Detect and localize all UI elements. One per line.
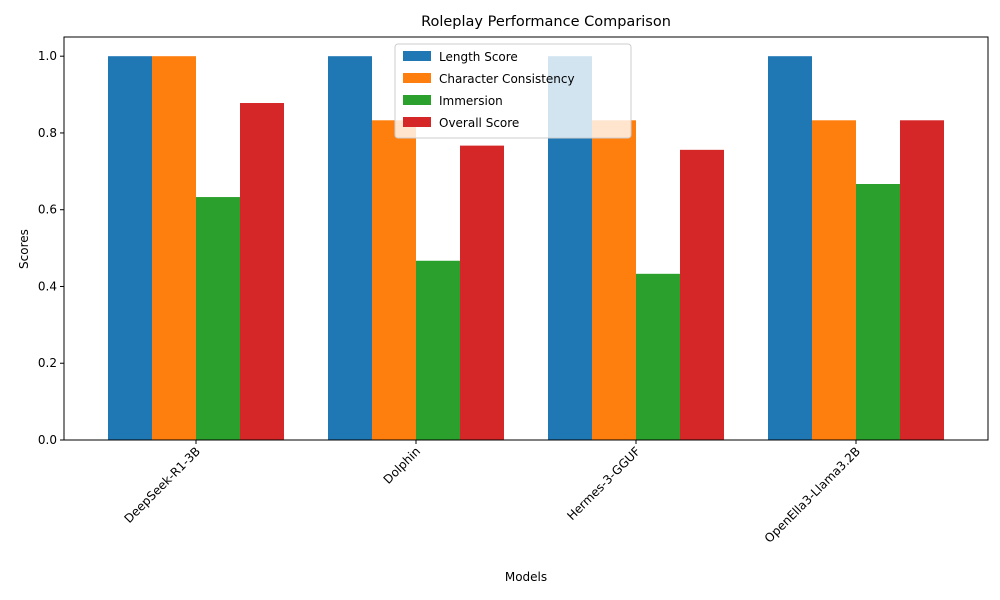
legend-frame bbox=[394, 43, 632, 139]
x-tick-label: DeepSeek-R1-3B bbox=[121, 444, 203, 526]
chart-title: Roleplay Performance Comparison bbox=[421, 14, 671, 30]
bar-immersion-0 bbox=[196, 197, 240, 440]
y-tick-label: 0.6 bbox=[38, 203, 57, 217]
legend-swatch bbox=[403, 95, 431, 105]
legend-label: Length Score bbox=[439, 50, 518, 64]
bar-length-score-3 bbox=[768, 56, 812, 440]
bar-length-score-1 bbox=[328, 56, 372, 440]
bar-length-score-0 bbox=[108, 56, 152, 440]
legend: Length Score Character Consistency Immersi… bbox=[394, 43, 632, 139]
legend-swatch bbox=[403, 73, 431, 83]
y-tick-label: 1.0 bbox=[38, 49, 57, 63]
y-tick-label: 0.2 bbox=[38, 356, 57, 370]
bar-character-consistency-0 bbox=[152, 56, 196, 440]
bar-overall-score-3 bbox=[900, 120, 944, 440]
legend-swatch bbox=[403, 51, 431, 61]
legend-label: Overall Score bbox=[439, 116, 519, 130]
x-tick-label: OpenElla3-Llama3.2B bbox=[762, 444, 863, 545]
legend-swatch bbox=[403, 117, 431, 127]
bar-overall-score-0 bbox=[240, 103, 284, 441]
bar-immersion-1 bbox=[416, 260, 460, 440]
bar-immersion-2 bbox=[636, 273, 680, 440]
y-axis-label: Scores bbox=[17, 229, 31, 269]
bar-character-consistency-3 bbox=[812, 120, 856, 440]
y-tick-label: 0.0 bbox=[38, 433, 57, 447]
bar-overall-score-1 bbox=[460, 145, 504, 440]
bar-character-consistency-2 bbox=[592, 120, 636, 440]
y-tick-label: 0.8 bbox=[38, 126, 57, 140]
bar-overall-score-2 bbox=[680, 149, 724, 440]
legend-label: Immersion bbox=[439, 94, 503, 108]
bars-layer bbox=[108, 56, 944, 441]
x-axis-label: Models bbox=[505, 570, 547, 584]
x-tick-label: Hermes-3-GGUF bbox=[564, 444, 643, 523]
legend-label: Character Consistency bbox=[439, 72, 575, 86]
bar-character-consistency-1 bbox=[372, 120, 416, 440]
x-tick-label: Dolphin bbox=[381, 444, 423, 486]
bar-immersion-3 bbox=[856, 183, 900, 440]
y-tick-label: 0.4 bbox=[38, 279, 57, 293]
plot-frame bbox=[63, 36, 989, 441]
